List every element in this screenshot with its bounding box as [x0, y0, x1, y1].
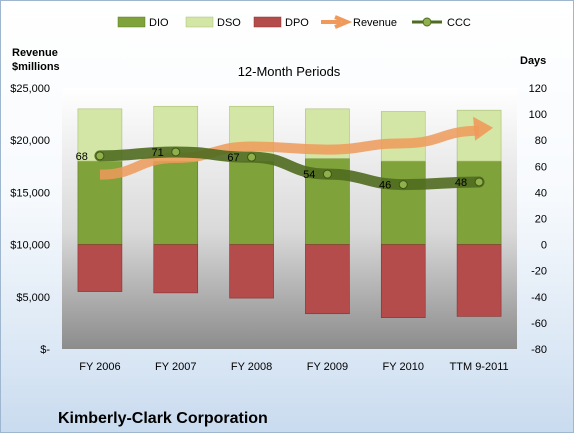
bars	[77, 105, 502, 318]
bar-dpo	[380, 244, 426, 318]
legend-label-dio: DIO	[149, 17, 169, 29]
bar-dio	[380, 160, 426, 245]
ccc-point	[95, 151, 105, 161]
legend-label-ccc: CCC	[447, 17, 471, 29]
right-tick-label: 120	[529, 83, 547, 95]
ccc-series: 68 71 67 54 46 48	[76, 146, 485, 192]
ccc-data-label: 54	[303, 169, 315, 181]
right-tick-label: 60	[535, 161, 547, 173]
right-tick-label: 20	[535, 214, 547, 226]
legend-swatch-dpo	[253, 16, 282, 28]
ccc-point	[398, 180, 408, 190]
x-category-label: FY 2010	[383, 361, 424, 373]
legend-label-dpo: DPO	[285, 17, 309, 29]
legend: DIO DSO DPO Revenue CCC	[117, 15, 471, 29]
revenue-line	[99, 125, 480, 180]
ccc-data-label: 48	[455, 177, 467, 189]
right-tick-label: -80	[531, 344, 547, 356]
bar-dpo	[456, 244, 502, 317]
right-tick-label: -60	[531, 318, 547, 330]
bar-dpo	[77, 244, 123, 292]
ccc-point	[322, 169, 332, 179]
right-tick-label: 40	[535, 187, 547, 199]
bar-dio	[153, 160, 199, 245]
bar-dpo	[153, 244, 199, 294]
ccc-data-label: 46	[379, 180, 391, 192]
ccc-point	[171, 147, 181, 157]
left-tick-label: $15,000	[10, 187, 50, 199]
right-axis: -80 -60 -40 -20 0 20 40 60 80 100 120	[529, 83, 547, 356]
ccc-data-label: 67	[227, 152, 239, 164]
ccc-point	[474, 177, 484, 187]
left-tick-label: $5,000	[16, 292, 50, 304]
legend-swatch-dio	[117, 16, 146, 28]
legend-swatch-ccc-marker	[422, 17, 432, 27]
left-tick-label: $25,000	[10, 83, 50, 95]
right-axis-title: Days	[520, 55, 546, 67]
right-tick-label: 100	[529, 109, 547, 121]
x-category-label: FY 2006	[79, 361, 120, 373]
bar-dio	[456, 160, 502, 245]
ccc-data-label: 68	[76, 151, 88, 163]
legend-label-dso: DSO	[217, 17, 241, 29]
left-axis-title-line2: $millions	[12, 61, 60, 73]
left-tick-label: $20,000	[10, 135, 50, 147]
ccc-point	[247, 152, 257, 162]
revenue-arrowhead	[473, 116, 494, 141]
bar-dso	[380, 111, 426, 162]
plot-area	[62, 88, 517, 349]
bar-dio	[229, 160, 274, 245]
company-name: Kimberly-Clark Corporation	[58, 410, 268, 427]
x-axis: FY 2006 FY 2007 FY 2008 FY 2009 FY 2010 TTM 9…	[79, 361, 508, 373]
revenue-series	[99, 116, 494, 180]
legend-swatch-revenue	[321, 15, 353, 29]
ccc-data-label: 71	[152, 147, 164, 159]
x-category-label: FY 2009	[307, 361, 348, 373]
legend-swatch-dso	[185, 16, 214, 28]
left-axis-title-line1: Revenue	[12, 47, 58, 59]
left-tick-label: $-	[40, 344, 50, 356]
x-category-label: FY 2008	[231, 361, 272, 373]
chart-subtitle: 12-Month Periods	[238, 64, 341, 79]
bar-dpo	[229, 244, 274, 299]
right-tick-label: 0	[541, 240, 547, 252]
left-axis: $- $5,000 $10,000 $15,000 $20,000 $25,000	[10, 83, 50, 356]
x-category-label: FY 2007	[155, 361, 196, 373]
right-tick-label: 80	[535, 135, 547, 147]
legend-label-revenue: Revenue	[353, 17, 397, 29]
x-category-label: TTM 9-2011	[450, 361, 509, 373]
bar-dpo	[305, 244, 350, 315]
right-tick-label: -20	[531, 266, 547, 278]
left-tick-label: $10,000	[10, 240, 50, 252]
right-tick-label: -40	[531, 292, 547, 304]
